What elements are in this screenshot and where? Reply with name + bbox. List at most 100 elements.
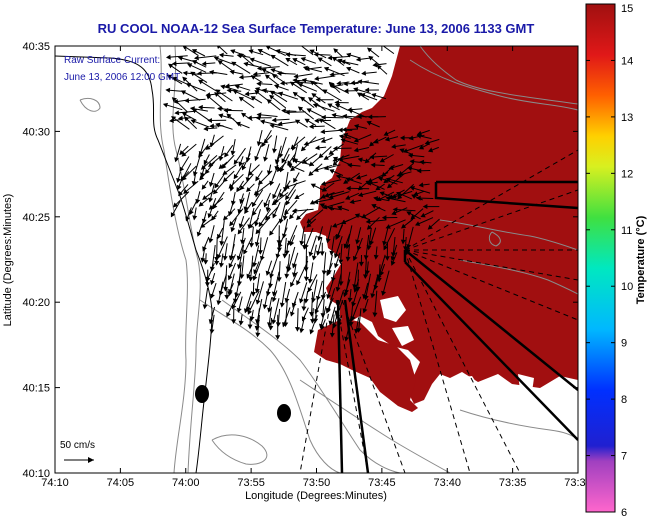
current-vector-head	[179, 150, 185, 156]
current-vector-head	[253, 269, 258, 275]
current-vector	[387, 173, 405, 188]
current-vector-head	[265, 270, 271, 276]
current-vector-head	[353, 287, 359, 293]
current-vector-head	[185, 216, 190, 222]
current-vector-head	[333, 263, 339, 269]
y-tick-label: 40:30	[22, 126, 50, 138]
current-vector-head	[338, 259, 344, 265]
current-vector-head	[356, 92, 363, 98]
current-vector	[244, 291, 253, 313]
current-vector-head	[369, 240, 374, 246]
current-vector-head	[321, 270, 327, 276]
current-vector-head	[200, 172, 205, 178]
colorbar-tick-label: 7	[621, 451, 627, 463]
current-vector-head	[203, 259, 209, 265]
y-tick-label: 40:25	[22, 212, 50, 224]
current-vector-head	[308, 97, 314, 102]
current-vector-head	[244, 208, 249, 214]
current-vector-head	[290, 166, 296, 172]
current-vector-head	[420, 212, 426, 218]
coastline	[55, 55, 213, 473]
current-vector	[345, 315, 352, 341]
current-vector-head	[331, 112, 337, 118]
current-vector-head	[345, 177, 351, 183]
current-vector-head	[371, 204, 377, 209]
current-vector-head	[239, 185, 245, 191]
current-vector-head	[202, 304, 208, 310]
current-vector-head	[184, 98, 190, 104]
current-vector-head	[383, 245, 388, 251]
current-vector-head	[178, 190, 184, 197]
current-vector-head	[289, 240, 295, 247]
current-vector-head	[360, 92, 366, 98]
current-vector-head	[416, 195, 421, 201]
current-vector-head	[370, 162, 376, 168]
current-vector-head	[262, 304, 268, 310]
current-vector-head	[165, 54, 171, 60]
current-vector-head	[320, 138, 326, 144]
current-vector-head	[198, 79, 204, 85]
current-vector	[346, 225, 353, 249]
current-vector	[347, 187, 370, 190]
current-vector-head	[279, 80, 285, 86]
current-vector-head	[396, 172, 402, 178]
current-vector-head	[200, 257, 206, 263]
colorbar-tick-label: 10	[621, 281, 633, 293]
current-vector-head	[315, 295, 321, 301]
current-vector-head	[332, 156, 339, 162]
current-vector-head	[373, 138, 379, 144]
current-vector-head	[309, 199, 316, 205]
current-vector-head	[208, 69, 214, 75]
y-tick-label: 40:10	[22, 468, 50, 480]
current-vector-head	[414, 221, 421, 226]
current-vector-head	[231, 319, 237, 325]
current-vector-head	[338, 281, 344, 287]
current-vector-head	[342, 113, 347, 119]
current-vector-head	[170, 212, 176, 218]
current-vector-head	[411, 194, 417, 199]
current-vector-head	[292, 91, 298, 97]
current-vector-head	[321, 114, 326, 120]
current-vector-head	[190, 119, 196, 124]
current-vector-head	[215, 89, 221, 95]
current-vector-head	[287, 160, 292, 166]
current-vector-head	[297, 82, 304, 88]
current-vector-head	[364, 270, 370, 276]
current-vector-head	[208, 238, 214, 244]
current-vector	[328, 55, 351, 59]
current-vector-head	[171, 97, 177, 103]
current-vector-head	[198, 104, 203, 110]
current-vector-head	[385, 177, 391, 183]
current-vector-head	[222, 215, 229, 221]
current-vector-head	[410, 214, 416, 220]
y-axis-label: Latitude (Degrees:Minutes)	[2, 194, 14, 327]
current-vector-head	[240, 239, 245, 245]
current-vector-head	[312, 103, 318, 108]
current-vector-head	[367, 114, 373, 120]
y-tick-label: 40:20	[22, 297, 50, 309]
current-vector-head	[223, 286, 229, 292]
current-vector-head	[198, 201, 204, 207]
current-vector-head	[324, 192, 330, 198]
current-vector-head	[422, 204, 428, 210]
current-vector-head	[217, 106, 222, 112]
current-vector-head	[228, 255, 234, 261]
current-vector-head	[215, 122, 221, 128]
current-vector	[285, 300, 288, 327]
current-vector-head	[171, 76, 178, 82]
current-vector-head	[400, 223, 407, 229]
current-vector-head	[269, 230, 274, 236]
current-vector-head	[373, 196, 379, 202]
current-vector-head	[259, 119, 266, 125]
current-vector-head	[236, 264, 242, 270]
current-vector-head	[329, 332, 335, 338]
current-vector-head	[299, 328, 305, 334]
current-vector-head	[272, 148, 278, 154]
current-vector-head	[285, 109, 290, 115]
current-vector-head	[232, 89, 238, 95]
current-vector-head	[169, 117, 174, 123]
current-vector-head	[307, 287, 313, 293]
current-vector-head	[289, 214, 294, 220]
current-vector-head	[296, 42, 300, 45]
current-vector-head	[224, 152, 229, 158]
